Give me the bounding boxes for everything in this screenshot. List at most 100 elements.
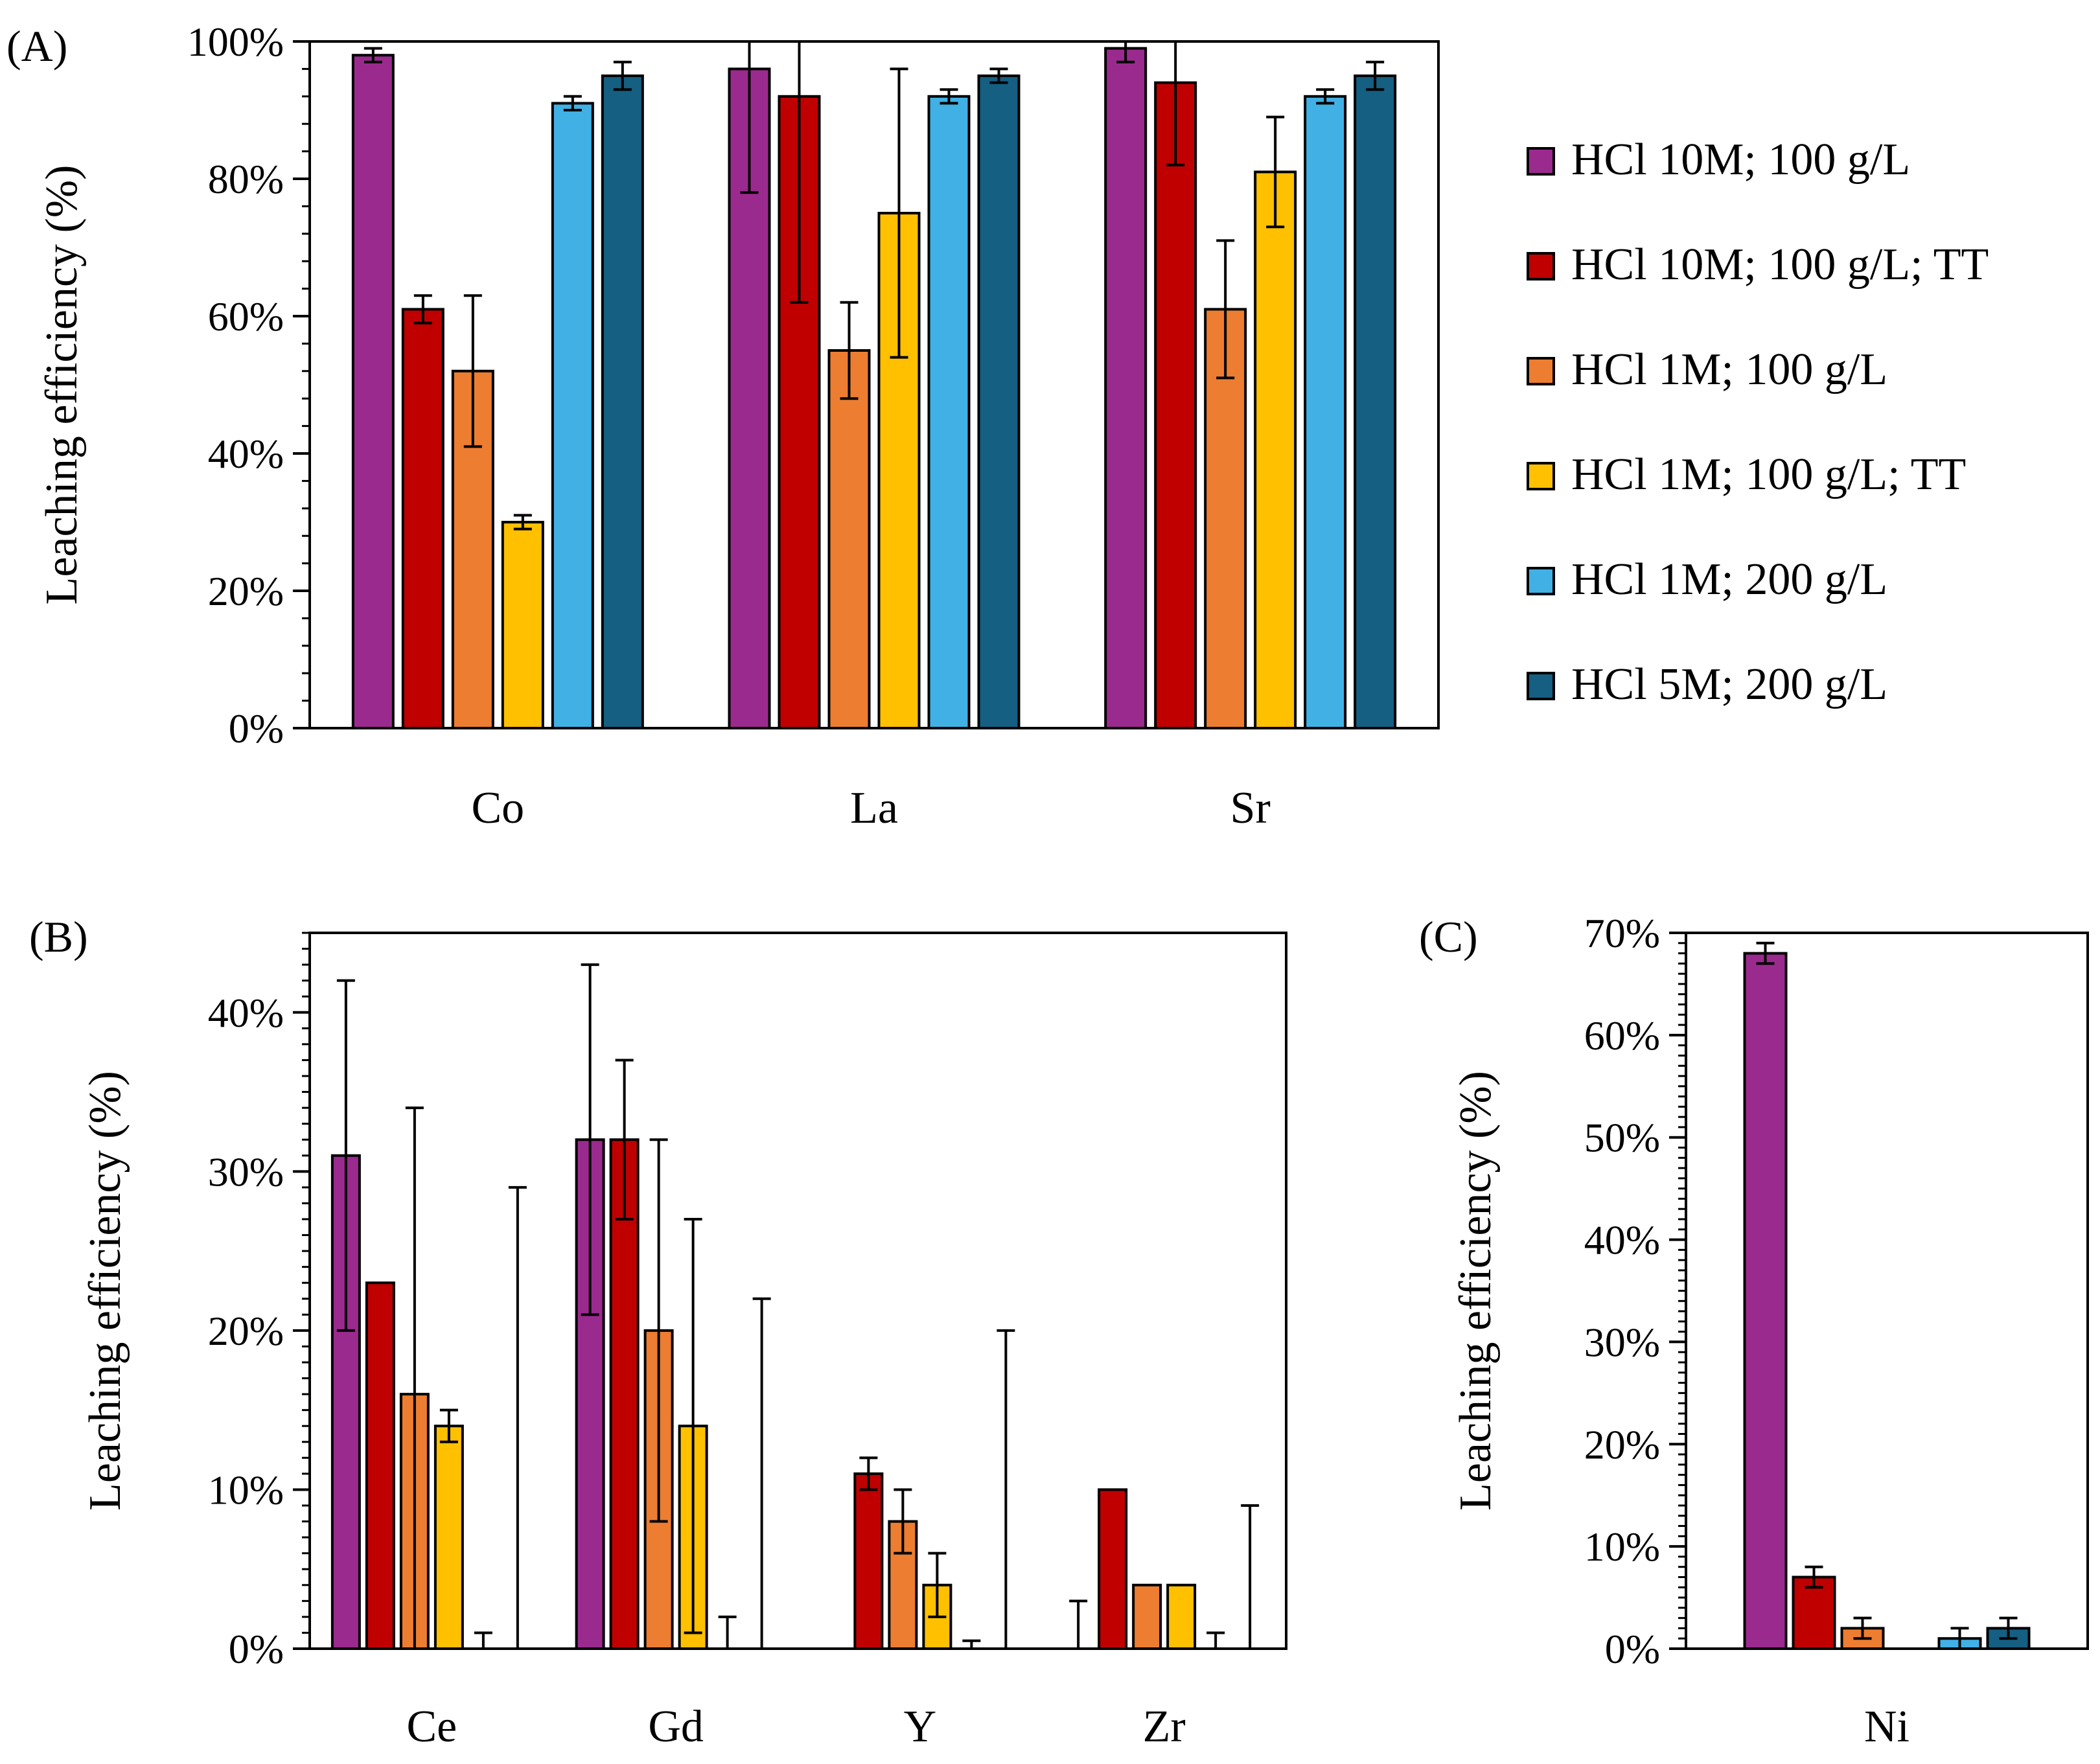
error-bar-co-series-4 [513,514,532,531]
error-bar-y-series-2 [859,1456,878,1491]
panel-label: (A) [6,21,67,71]
category-label-sr: Sr [1230,783,1271,833]
y-tick-label: 40% [1584,1217,1660,1263]
chart-panel-b: 0% 10% 20% 30% 40% Leaching efficiency (%) (B)… [29,912,1287,1752]
bar-sr-series-5 [1304,95,1347,730]
y-tick-label: 40% [208,990,284,1036]
legend-swatch [1527,252,1555,281]
legend-swatch [1527,462,1555,490]
error-bar-ni-series-1 [1756,941,1775,965]
error-bar-ni-series-3 [1853,1616,1872,1640]
error-bar-la-series-2 [790,41,809,304]
y-tick-label: 70% [1584,910,1660,956]
y-axis-title: Leaching efficiency (%) [1451,1071,1501,1511]
error-bar-y-series-3 [894,1488,912,1555]
bar-la-series-5 [927,95,971,730]
bar-co-series-4 [501,521,544,729]
bar-sr-series-2 [1154,81,1197,730]
error-bar-la-series-4 [890,67,908,359]
y-tick-label: 30% [208,1149,284,1195]
bar-sr-series-1 [1104,47,1148,730]
legend-swatch [1527,357,1555,385]
legend-swatch [1527,567,1555,595]
legend-label: HCl 1M; 100 g/L [1571,345,1887,395]
bar-co-series-1 [351,54,395,730]
bar-ni-series-1 [1743,952,1788,1650]
error-bar-co-series-5 [563,95,582,111]
legend-item: HCl 5M; 200 g/L [1527,659,1887,709]
legend-item: HCl 1M; 100 g/L; TT [1527,450,1966,499]
y-tick-label: 60% [1584,1013,1660,1059]
legend-label: HCl 1M; 100 g/L; TT [1571,450,1966,499]
y-tick-label: 100% [187,19,284,65]
category-label-zr: Zr [1143,1702,1186,1752]
error-bar-gd-series-2 [615,1059,634,1220]
bar-la-series-6 [977,74,1021,729]
chart-panel-c: 0% 10% 20% 30% 40% 50% 60% 70% Leaching efficien… [1419,910,2089,1752]
y-axis-title: Leaching efficiency (%) [80,1071,130,1511]
bar-gd-series-2 [609,1138,640,1650]
error-bar-la-series-3 [840,301,859,400]
bar-sr-series-4 [1254,170,1297,729]
chart-panel-a: 0% 20% 40% 60% 80% 100% Leaching efficiency (%… [6,19,1440,833]
error-bar-y-series-6 [997,1329,1015,1649]
legend-item: HCl 10M; 100 g/L; TT [1527,240,1989,290]
bar-co-series-6 [601,74,644,729]
y-tick-label: 80% [208,156,284,202]
y-tick-label: 30% [1584,1319,1660,1365]
error-bar-gd-series-6 [752,1297,771,1649]
y-tick-label: 10% [208,1467,284,1513]
error-bar-la-series-6 [989,67,1008,84]
legend-label: HCl 10M; 100 g/L [1571,135,1910,185]
error-bar-y-series-4 [928,1552,947,1618]
error-bar-la-series-5 [940,88,958,105]
error-bar-la-series-1 [740,41,759,194]
y-tick-label: 20% [208,568,284,614]
panel-label: (B) [29,912,88,961]
error-bar-co-series-2 [413,294,432,325]
bar-ce-series-4 [433,1425,464,1650]
error-bar-ni-series-6 [1999,1616,2018,1640]
y-tick-label: 40% [208,431,284,477]
error-bar-gd-series-4 [684,1218,702,1634]
y-tick-label: 20% [208,1308,284,1354]
bar-la-series-3 [827,349,871,729]
legend-item: HCl 1M; 100 g/L [1527,345,1887,395]
error-bar-ce-series-1 [336,979,355,1332]
y-tick-label: 0% [1605,1626,1660,1672]
bar-co-series-2 [401,308,444,729]
category-label-la: La [850,783,898,833]
error-bar-sr-series-3 [1216,239,1235,380]
error-bar-co-series-3 [463,294,482,448]
legend-swatch [1527,672,1555,700]
y-tick-label: 20% [1584,1421,1660,1467]
bar-y-series-2 [853,1472,884,1651]
error-bar-co-series-6 [613,60,632,91]
error-bar-gd-series-1 [581,963,599,1316]
plot-frame [308,932,1287,1650]
legend-label: HCl 10M; 100 g/L; TT [1571,240,1989,290]
error-bar-co-series-1 [363,47,382,63]
y-tick-label: 0% [229,1626,284,1672]
bar-sr-series-6 [1354,74,1397,729]
category-label-ni: Ni [1864,1702,1910,1752]
bar-ni-series-2 [1792,1575,1836,1650]
error-bar-y-series-5 [962,1639,981,1649]
bar-zr-series-2 [1098,1488,1128,1650]
y-tick-label: 0% [229,705,284,751]
legend: HCl 10M; 100 g/L HCl 10M; 100 g/L; TT HCl … [1527,135,1989,709]
y-tick-label: 60% [208,293,284,339]
error-bar-zr-series-1 [1069,1599,1088,1649]
legend-swatch [1527,147,1555,176]
y-tick-label: 50% [1584,1115,1660,1161]
error-bar-zr-series-5 [1206,1631,1225,1649]
y-tick-label: 10% [1584,1524,1660,1570]
error-bar-sr-series-1 [1116,41,1135,63]
error-bar-ce-series-5 [474,1631,492,1649]
category-label-gd: Gd [648,1702,704,1752]
error-bar-sr-series-5 [1316,88,1335,105]
error-bar-ni-series-2 [1805,1565,1823,1589]
error-bar-zr-series-6 [1241,1504,1260,1649]
bar-ce-series-2 [365,1281,395,1650]
